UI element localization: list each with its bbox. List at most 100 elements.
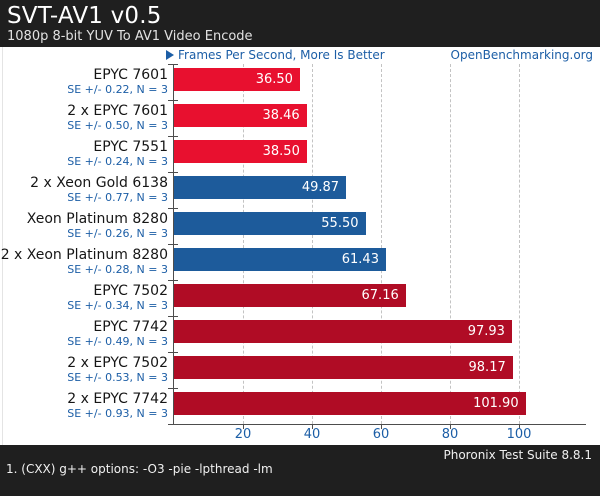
- standard-error-label: SE +/- 0.49, N = 3: [67, 335, 168, 348]
- y-tick: [168, 280, 178, 281]
- result-bar: 101.90: [174, 392, 526, 415]
- result-value-label: 55.50: [321, 216, 359, 231]
- cpu-name-label: 2 x EPYC 7502: [67, 355, 168, 371]
- y-tick: [168, 100, 178, 101]
- category-label: 2 x EPYC 7502 SE +/- 0.53, N = 3: [0, 352, 171, 388]
- y-tick: [168, 316, 178, 317]
- chart-left-border: [2, 47, 3, 445]
- openbenchmarking-link[interactable]: OpenBenchmarking.org: [450, 48, 593, 62]
- result-bar: 98.17: [174, 356, 513, 379]
- y-tick: [168, 136, 178, 137]
- bar-row: 97.93: [174, 316, 586, 352]
- chart-subtitle: 1080p 8-bit YUV To AV1 Video Encode: [7, 29, 253, 44]
- category-label: 2 x EPYC 7601 SE +/- 0.50, N = 3: [0, 100, 171, 136]
- y-tick: [168, 352, 178, 353]
- x-tick: [312, 425, 314, 429]
- category-label: 2 x EPYC 7742 SE +/- 0.93, N = 3: [0, 388, 171, 424]
- x-tick-label: 100: [506, 427, 532, 442]
- standard-error-label: SE +/- 0.53, N = 3: [67, 371, 168, 384]
- standard-error-label: SE +/- 0.28, N = 3: [67, 263, 168, 276]
- bars-column: 36.50 38.46 38.50 49.87 55.50 61.43 67.1…: [174, 64, 586, 424]
- result-value-label: 97.93: [467, 324, 505, 339]
- x-axis-line: [173, 424, 586, 425]
- standard-error-label: SE +/- 0.34, N = 3: [67, 299, 168, 312]
- cpu-name-label: EPYC 7601: [93, 67, 168, 83]
- result-value-label: 61.43: [341, 252, 379, 267]
- category-label: EPYC 7502 SE +/- 0.34, N = 3: [0, 280, 171, 316]
- category-label: 2 x Xeon Gold 6138 SE +/- 0.77, N = 3: [0, 172, 171, 208]
- result-bar: 55.50: [174, 212, 366, 235]
- suite-version: Phoronix Test Suite 8.8.1: [443, 448, 593, 462]
- result-bar: 67.16: [174, 284, 406, 307]
- result-bar: 61.43: [174, 248, 386, 271]
- cpu-name-label: EPYC 7502: [93, 283, 168, 299]
- y-tick: [168, 244, 178, 245]
- plot-area: 36.50 38.46 38.50 49.87 55.50 61.43 67.1…: [168, 64, 586, 442]
- cpu-name-label: 2 x Xeon Platinum 8280: [0, 247, 168, 263]
- x-tick-label: 60: [372, 427, 390, 442]
- x-tick: [519, 425, 521, 429]
- standard-error-label: SE +/- 0.50, N = 3: [67, 119, 168, 132]
- result-bar: 36.50: [174, 68, 300, 91]
- cpu-name-label: Xeon Platinum 8280: [26, 211, 168, 227]
- result-value-label: 49.87: [301, 180, 340, 195]
- y-tick: [168, 208, 178, 209]
- caption-strip: Frames Per Second, More Is Better OpenBe…: [0, 47, 600, 64]
- gridline: [312, 64, 314, 424]
- cpu-name-label: EPYC 7742: [93, 319, 168, 335]
- cpu-name-label: EPYC 7551: [93, 139, 168, 155]
- result-value-label: 38.46: [262, 108, 300, 123]
- category-label: EPYC 7551 SE +/- 0.24, N = 3: [0, 136, 171, 172]
- gridline: [519, 64, 521, 424]
- more-is-better-arrow-icon: [166, 50, 174, 60]
- y-tick: [168, 388, 178, 389]
- gridline: [450, 64, 452, 424]
- x-tick: [381, 425, 383, 429]
- bar-row: 49.87: [174, 172, 586, 208]
- chart-title: SVT-AV1 v0.5: [7, 3, 162, 29]
- result-bar: 97.93: [174, 320, 512, 343]
- cpu-name-label: 2 x EPYC 7742: [67, 391, 168, 407]
- bar-row: 36.50: [174, 64, 586, 100]
- bar-row: 55.50: [174, 208, 586, 244]
- bar-row: 101.90: [174, 388, 586, 424]
- result-bar: 38.46: [174, 104, 307, 127]
- gridline: [243, 64, 244, 424]
- y-tick: [168, 64, 178, 65]
- x-tick: [450, 425, 452, 429]
- result-bar: 38.50: [174, 140, 307, 163]
- category-labels-column: EPYC 7601 SE +/- 0.22, N = 3 2 x EPYC 76…: [0, 64, 171, 424]
- axis-caption: Frames Per Second, More Is Better: [166, 48, 385, 62]
- compiler-options-note: 1. (CXX) g++ options: -O3 -pie -lpthread…: [6, 462, 273, 476]
- cpu-name-label: 2 x EPYC 7601: [67, 103, 168, 119]
- standard-error-label: SE +/- 0.26, N = 3: [67, 227, 168, 240]
- bar-row: 98.17: [174, 352, 586, 388]
- axis-caption-text: Frames Per Second, More Is Better: [178, 48, 385, 62]
- category-label: 2 x Xeon Platinum 8280 SE +/- 0.28, N = …: [0, 244, 171, 280]
- category-label: EPYC 7601 SE +/- 0.22, N = 3: [0, 64, 171, 100]
- category-label: Xeon Platinum 8280 SE +/- 0.26, N = 3: [0, 208, 171, 244]
- standard-error-label: SE +/- 0.22, N = 3: [67, 83, 168, 96]
- result-value-label: 67.16: [361, 288, 399, 303]
- chart-footer: Phoronix Test Suite 8.8.1 1. (CXX) g++ o…: [0, 445, 600, 496]
- result-value-label: 38.50: [262, 144, 300, 159]
- standard-error-label: SE +/- 0.77, N = 3: [67, 191, 168, 204]
- gridline: [381, 64, 383, 424]
- bar-row: 61.43: [174, 244, 586, 280]
- result-bar: 49.87: [174, 176, 347, 199]
- cpu-name-label: 2 x Xeon Gold 6138: [30, 175, 168, 191]
- standard-error-label: SE +/- 0.93, N = 3: [67, 407, 168, 420]
- bar-row: 38.50: [174, 136, 586, 172]
- bar-row: 67.16: [174, 280, 586, 316]
- standard-error-label: SE +/- 0.24, N = 3: [67, 155, 168, 168]
- result-value-label: 98.17: [468, 360, 506, 375]
- x-tick-label: 20: [234, 427, 252, 442]
- category-label: EPYC 7742 SE +/- 0.49, N = 3: [0, 316, 171, 352]
- bar-row: 38.46: [174, 100, 586, 136]
- x-tick: [243, 425, 244, 429]
- x-tick-label: 80: [441, 427, 459, 442]
- x-tick-label: 40: [303, 427, 321, 442]
- chart-header: SVT-AV1 v0.5 1080p 8-bit YUV To AV1 Vide…: [0, 0, 600, 47]
- result-value-label: 101.90: [473, 396, 519, 411]
